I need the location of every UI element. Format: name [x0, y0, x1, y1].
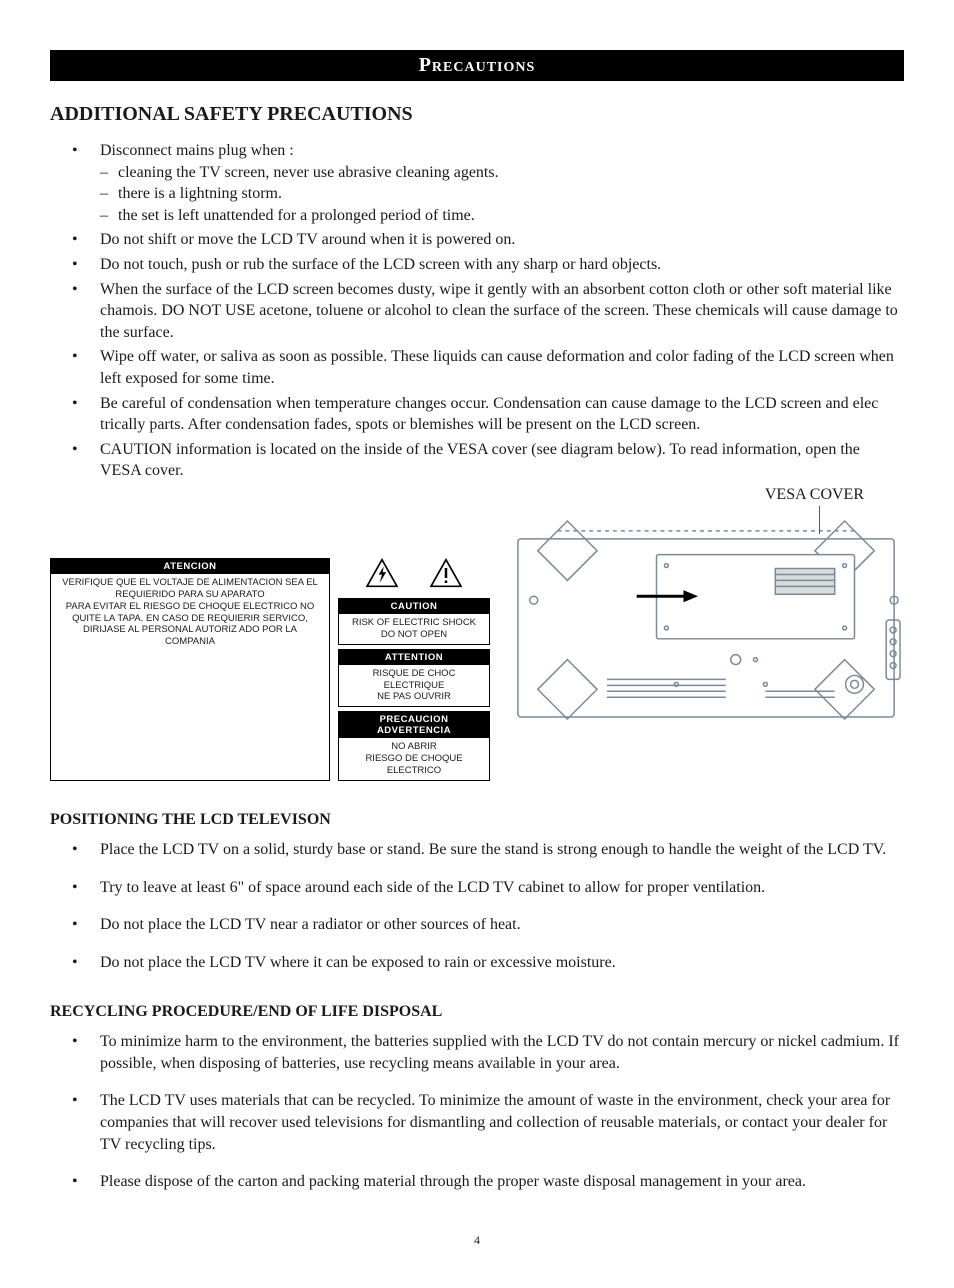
sublist: cleaning the TV screen, never use abrasi… [100, 162, 904, 227]
list-item: To minimize harm to the environment, the… [72, 1031, 904, 1074]
list-item: The LCD TV uses materials that can be re… [72, 1090, 904, 1155]
list-item: Do not shift or move the LCD TV around w… [72, 229, 904, 251]
bullet-text: Disconnect mains plug when : [100, 142, 294, 159]
precaucion-line: RIESGO DE CHOQUE ELECTRICO [345, 753, 483, 777]
list-item: Do not place the LCD TV where it can be … [72, 952, 904, 974]
list-item: Be careful of condensation when temperat… [72, 393, 904, 436]
caution-header: CAUTION [339, 599, 489, 614]
list-item: Do not place the LCD TV near a radiator … [72, 914, 904, 936]
list-item: CAUTION information is located on the in… [72, 439, 904, 482]
recycling-bullets: To minimize harm to the environment, the… [50, 1031, 904, 1193]
list-item: Please dispose of the carton and packing… [72, 1171, 904, 1193]
precaucion-box: PRECAUCION ADVERTENCIA NO ABRIR RIESGO D… [338, 711, 490, 781]
attention-line: RISQUE DE CHOC ELECTRIQUE [345, 668, 483, 692]
list-item: Wipe off water, or saliva as soon as pos… [72, 346, 904, 389]
atencion-box: ATENCION VERIFIQUE QUE EL VOLTAJE DE ALI… [50, 558, 330, 781]
tv-back-diagram [508, 510, 904, 730]
banner-title: Precautions [50, 50, 904, 81]
vesa-cover-label: VESA COVER [765, 486, 864, 504]
warning-labels-group: ATENCION VERIFIQUE QUE EL VOLTAJE DE ALI… [50, 558, 490, 781]
sub-item: the set is left unattended for a prolong… [100, 205, 904, 227]
attention-header: ATTENTION [339, 650, 489, 665]
main-bullets: Disconnect mains plug when : cleaning th… [50, 140, 904, 482]
list-item: Place the LCD TV on a solid, sturdy base… [72, 839, 904, 861]
vesa-pointer-line [819, 506, 820, 534]
page-number: 4 [50, 1233, 904, 1248]
caution-line: RISK OF ELECTRIC SHOCK [345, 617, 483, 629]
atencion-line: PARA EVITAR EL RIESGO DE CHOQUE ELECTRIC… [57, 601, 323, 649]
positioning-bullets: Place the LCD TV on a solid, sturdy base… [50, 839, 904, 973]
sub-item: there is a lightning storm. [100, 183, 904, 205]
attention-box: ATTENTION RISQUE DE CHOC ELECTRIQUE NE P… [338, 649, 490, 708]
list-item: Do not touch, push or rub the surface of… [72, 254, 904, 276]
warning-icons [338, 558, 490, 588]
attention-line: NE PAS OUVRIR [345, 691, 483, 703]
atencion-header: ATENCION [51, 559, 329, 574]
sub-item: cleaning the TV screen, never use abrasi… [100, 162, 904, 184]
diagram-area: ATENCION VERIFIQUE QUE EL VOLTAJE DE ALI… [50, 510, 904, 781]
caution-box: CAUTION RISK OF ELECTRIC SHOCK DO NOT OP… [338, 598, 490, 645]
section-title: ADDITIONAL SAFETY PRECAUTIONS [50, 103, 904, 126]
exclamation-icon [429, 558, 463, 588]
caution-line: DO NOT OPEN [345, 629, 483, 641]
precaucion-header: PRECAUCION ADVERTENCIA [339, 712, 489, 738]
list-item: When the surface of the LCD screen becom… [72, 279, 904, 344]
list-item: Try to leave at least 6" of space around… [72, 877, 904, 899]
precaucion-line: NO ABRIR [345, 741, 483, 753]
atencion-line: VERIFIQUE QUE EL VOLTAJE DE ALIMENTACION… [57, 577, 323, 601]
electric-shock-icon [365, 558, 399, 588]
caution-stack: CAUTION RISK OF ELECTRIC SHOCK DO NOT OP… [338, 558, 490, 781]
recycling-title: RECYCLING PROCEDURE/END OF LIFE DISPOSAL [50, 1003, 904, 1021]
list-item: Disconnect mains plug when : cleaning th… [72, 140, 904, 226]
positioning-title: POSITIONING THE LCD TELEVISON [50, 811, 904, 829]
vesa-diagram: VESA COVER [508, 510, 904, 735]
